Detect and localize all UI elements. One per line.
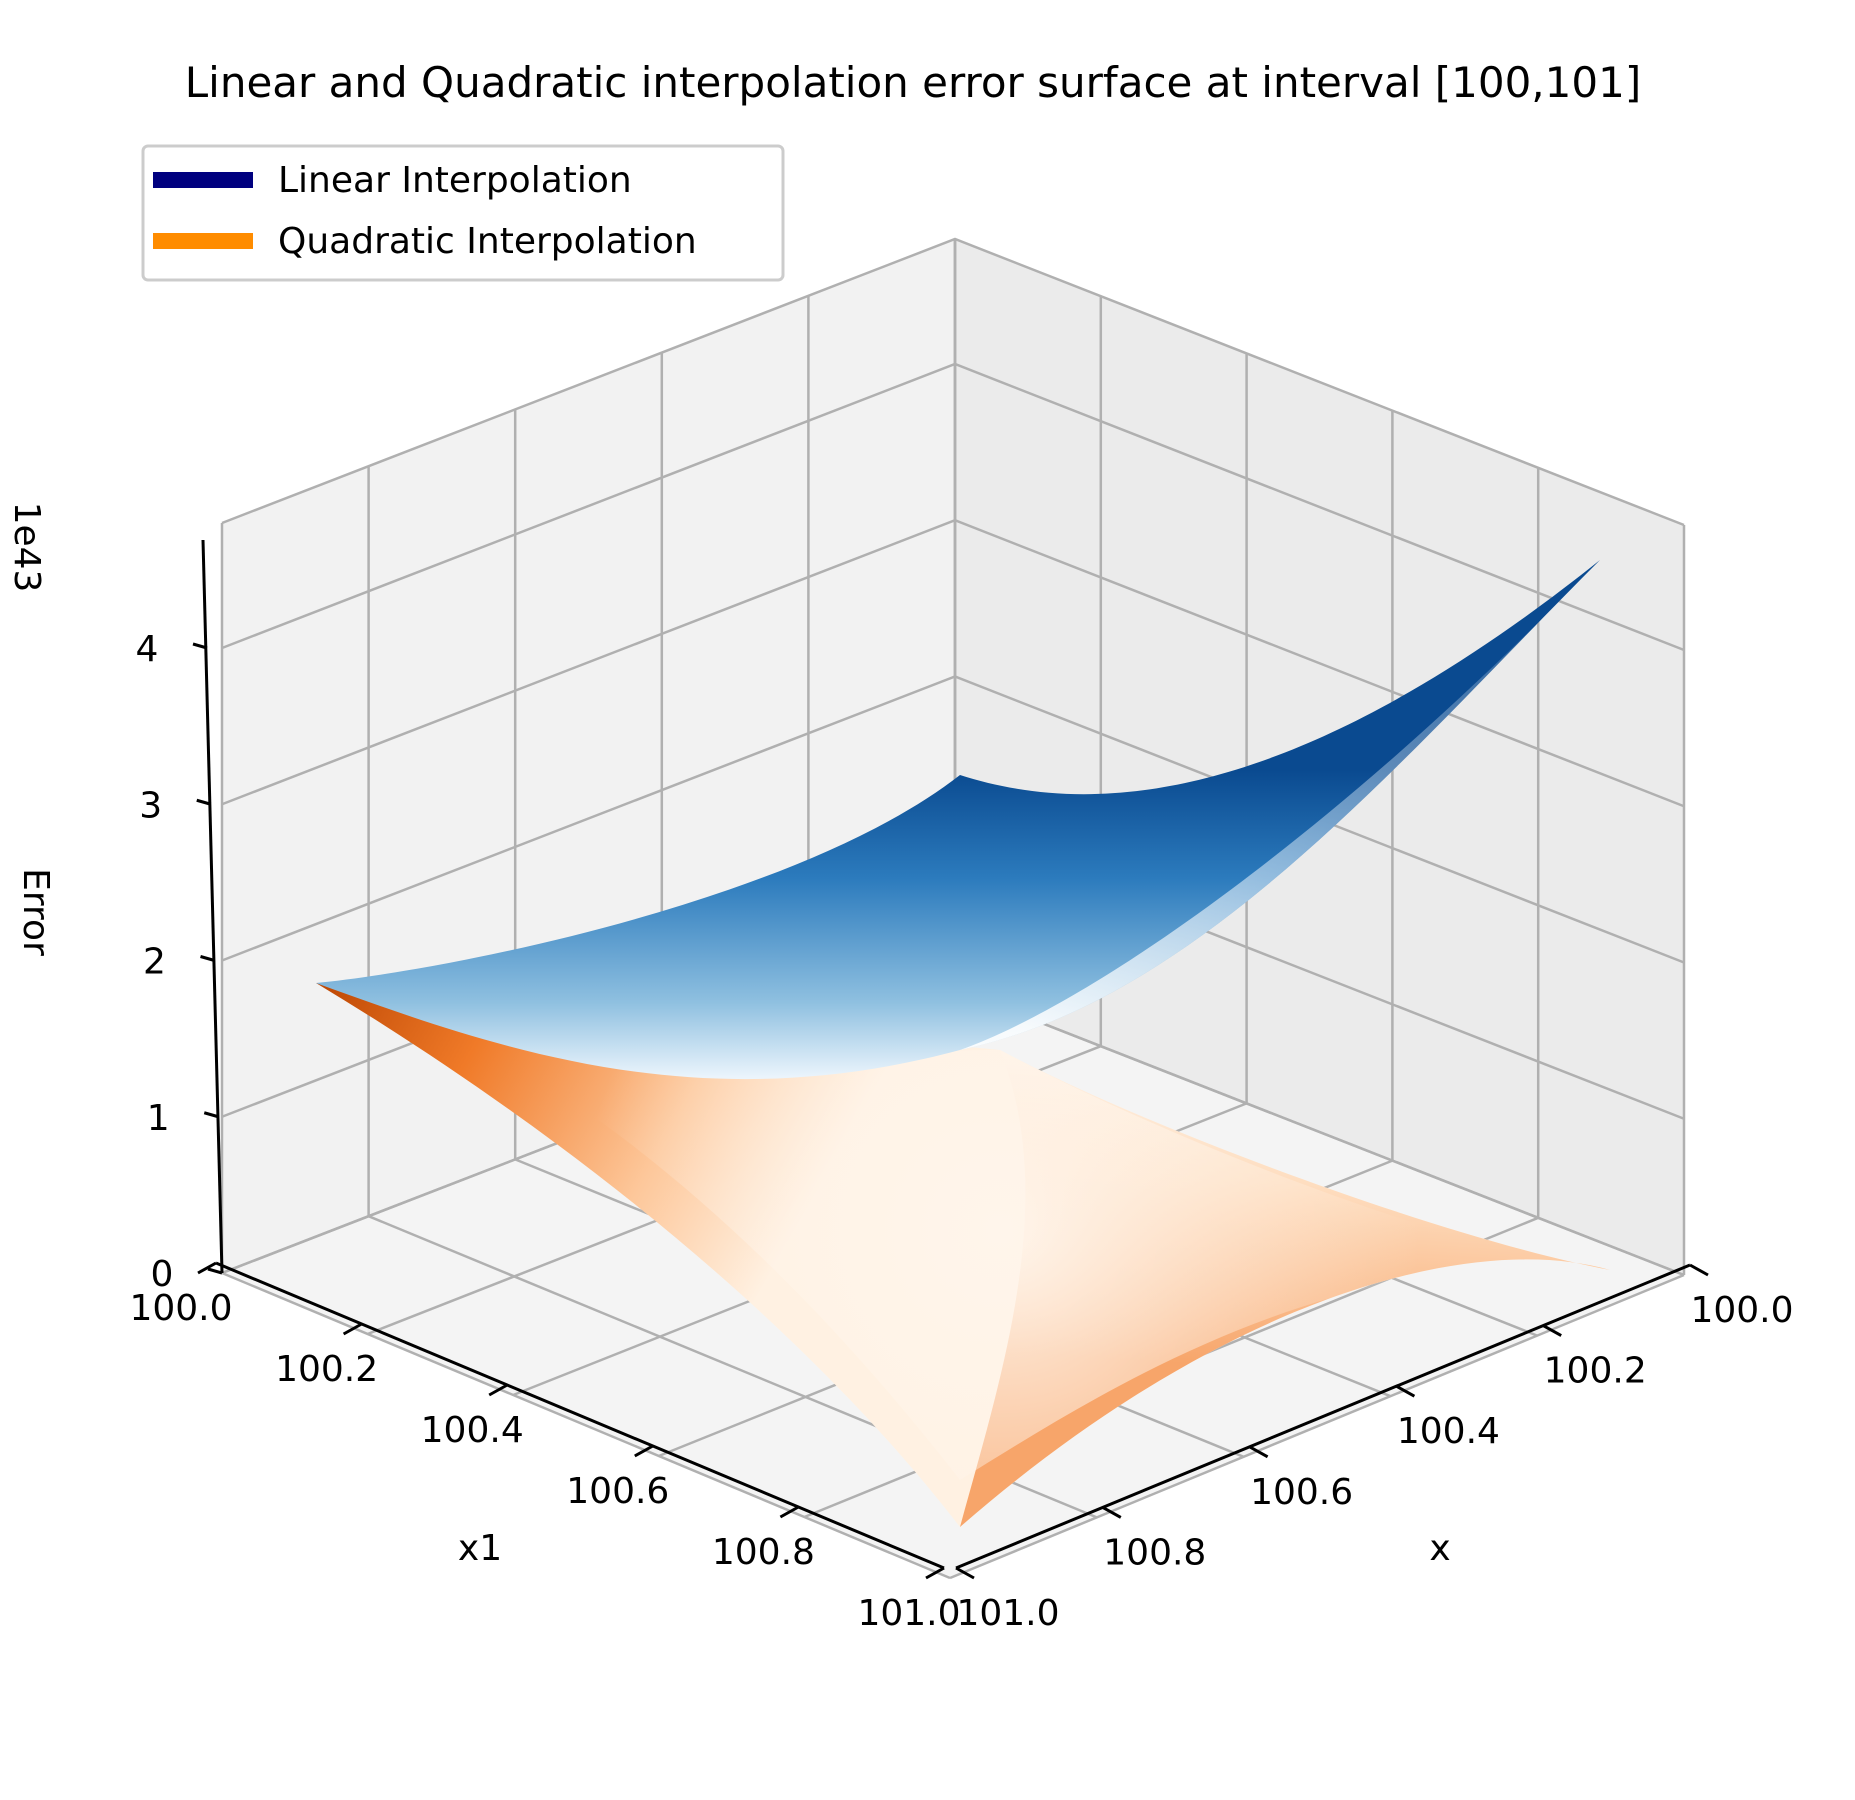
z-tick xyxy=(192,642,208,650)
legend-label-linear: Linear Interpolation xyxy=(278,160,632,201)
z-tick-label: 1 xyxy=(147,1098,170,1139)
x-tick xyxy=(955,1566,975,1580)
x1-tick-label: 100.2 xyxy=(275,1349,378,1390)
x-tick-label: 100.4 xyxy=(1397,1411,1500,1452)
x-tick-label: 101.0 xyxy=(956,1593,1059,1634)
floor-x-gridline xyxy=(949,1273,1685,1580)
x1-tick xyxy=(197,1261,217,1275)
z-tick xyxy=(203,1111,219,1119)
quadratic-surface-flat-center xyxy=(540,1050,1560,1480)
x1-tick-label: 100.0 xyxy=(129,1288,232,1329)
x1-tick xyxy=(342,1322,363,1336)
x-tick xyxy=(1102,1506,1122,1519)
x1-tick-label: 101.0 xyxy=(857,1593,960,1634)
x1-tick-label: 100.4 xyxy=(421,1410,524,1451)
z-tick-label: 3 xyxy=(139,785,162,826)
x-tick xyxy=(1542,1324,1562,1337)
x1-tick-label: 100.8 xyxy=(712,1532,815,1573)
x-tick xyxy=(1248,1445,1269,1459)
z-tick-label: 0 xyxy=(151,1254,174,1295)
z-tick xyxy=(196,798,212,806)
x-tick xyxy=(1395,1384,1416,1398)
x1-tick xyxy=(634,1444,654,1458)
x-tick-label: 100.2 xyxy=(1544,1351,1647,1392)
surfaces xyxy=(316,560,1610,1527)
z-tick-label: 4 xyxy=(136,629,159,670)
legend: Linear Interpolation Quadratic Interpola… xyxy=(141,144,785,282)
linear-surface xyxy=(316,560,1600,1080)
floor-x1-gridline xyxy=(221,1271,951,1580)
x1-axis-line xyxy=(215,1261,945,1570)
z-tick-label: 2 xyxy=(143,942,166,983)
z-tick xyxy=(200,955,215,962)
legend-label-quadratic: Quadratic Interpolation xyxy=(278,221,697,262)
x-tick xyxy=(1689,1263,1709,1277)
x1-tick-label: 100.6 xyxy=(566,1471,669,1512)
axis-lines xyxy=(201,539,1691,1570)
z-axis-label: Error xyxy=(15,868,56,956)
x1-tick xyxy=(488,1383,508,1397)
z-tick xyxy=(207,1267,223,1275)
legend-frame xyxy=(141,144,785,282)
x1-tick xyxy=(925,1566,945,1580)
chart-title: Linear and Quadratic interpolation error… xyxy=(185,58,1641,107)
tick-labels: 100.0 100.2 100.4 100.6 100.8 101.0 100.0 100.2… xyxy=(129,629,1793,1634)
x1-axis-label: x1 xyxy=(458,1528,502,1569)
x1-tick xyxy=(779,1505,800,1519)
z-axis-offset-text: 1e43 xyxy=(6,502,47,593)
tick-marks xyxy=(192,642,1709,1580)
z-axis-line xyxy=(201,539,224,1274)
x-axis-label: x xyxy=(1429,1528,1450,1569)
x-tick-label: 100.6 xyxy=(1250,1472,1353,1513)
x-tick-label: 100.0 xyxy=(1690,1290,1793,1331)
x-tick-label: 100.8 xyxy=(1103,1532,1206,1573)
x-axis-line xyxy=(955,1263,1691,1570)
